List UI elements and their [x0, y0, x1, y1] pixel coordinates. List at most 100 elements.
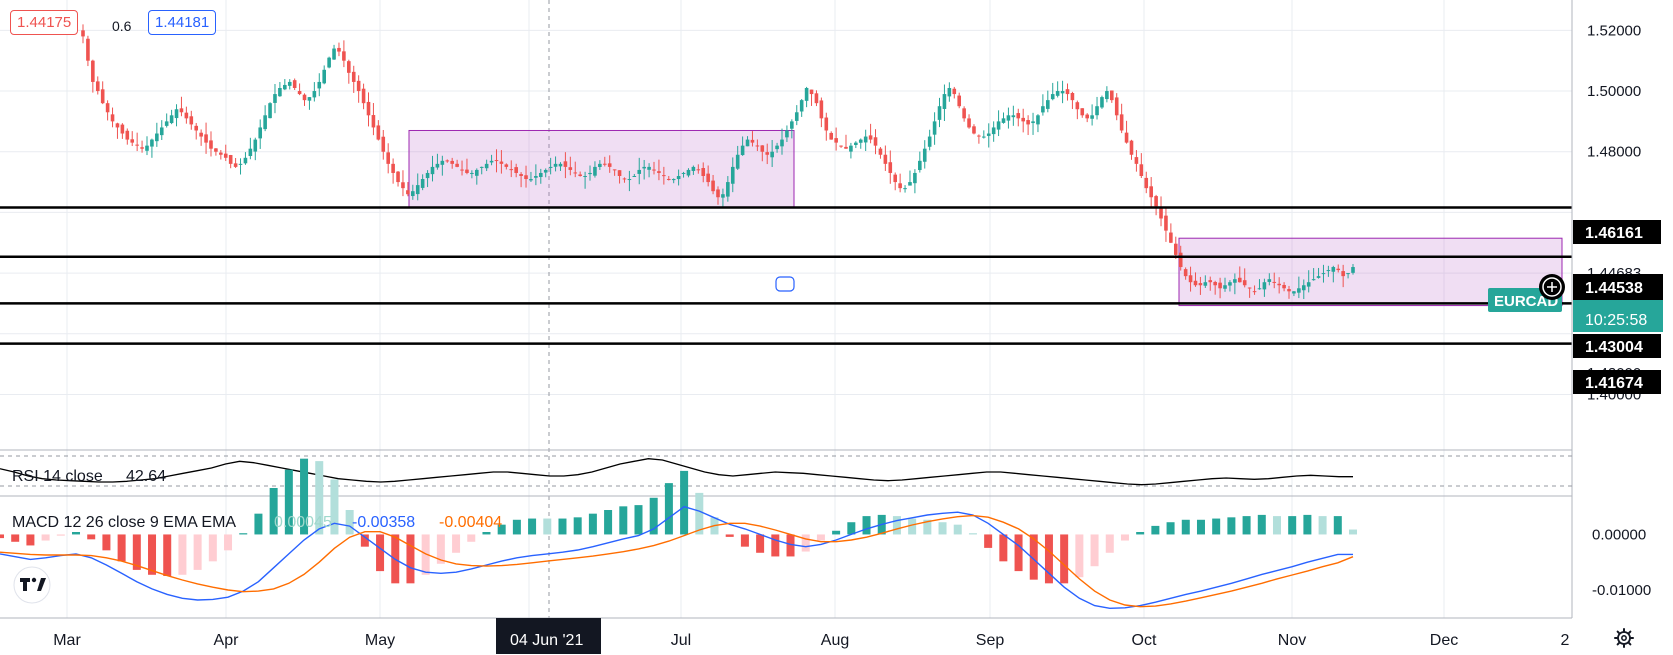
candle-body	[169, 115, 174, 124]
candle-body	[932, 121, 937, 135]
candle-body	[627, 179, 632, 181]
candle-body	[1134, 157, 1139, 164]
candle-body	[1262, 282, 1267, 290]
settings-gear-icon[interactable]	[1614, 628, 1634, 648]
candle-body	[268, 103, 272, 119]
candle-body	[780, 139, 784, 147]
candle-body	[962, 108, 966, 119]
macd-label: MACD 12 26 close 9 EMA EMA	[12, 514, 236, 531]
tradingview-logo[interactable]	[13, 566, 51, 604]
candle-body	[1183, 269, 1188, 277]
candle-body	[337, 47, 341, 52]
candle-body	[253, 139, 258, 152]
range-rectangle-may-jul[interactable]	[408, 129, 795, 208]
candle-body	[583, 176, 587, 177]
macd-histogram-bar	[892, 516, 901, 535]
candle-body	[278, 88, 282, 97]
candle-body	[455, 163, 459, 167]
macd-histogram-bar	[1044, 534, 1053, 584]
candle-body	[775, 145, 779, 150]
macd-histogram-bar	[436, 534, 445, 564]
candle-body	[1213, 281, 1217, 286]
candle-body	[760, 145, 765, 152]
candle-body	[440, 160, 445, 165]
macd-histogram-value: 0.00045	[274, 514, 332, 531]
candle-body	[381, 136, 386, 152]
macd-tick-label: 0.00000	[1592, 526, 1646, 543]
candle-body	[1144, 177, 1149, 189]
candle-body	[1292, 291, 1296, 294]
candle-body	[1321, 273, 1326, 275]
macd-histogram-bar	[1151, 525, 1160, 535]
candle-body	[1223, 285, 1227, 289]
candle-body	[750, 139, 755, 143]
candle-body	[312, 91, 317, 98]
candle-body	[982, 136, 986, 138]
horizontal-levels[interactable]	[0, 206, 1572, 345]
candle-body	[888, 162, 893, 173]
macd-histogram-bar	[102, 534, 111, 551]
candle-body	[243, 157, 248, 164]
candle-body	[1139, 164, 1144, 176]
candle-body	[898, 183, 902, 189]
bid-price-box[interactable]: 1.44175	[10, 10, 79, 35]
macd-histogram-bar	[1196, 519, 1205, 535]
svg-text:1.46161: 1.46161	[1585, 225, 1643, 242]
candle-body	[1341, 271, 1345, 277]
svg-text:EURCAD: EURCAD	[1494, 293, 1558, 310]
macd-histogram-bar	[816, 534, 825, 541]
candle-body	[81, 30, 85, 37]
macd-histogram-bar	[1105, 534, 1114, 553]
macd-histogram-bar	[512, 519, 521, 535]
candle-body	[504, 164, 509, 167]
macd-histogram-bar	[300, 458, 309, 535]
rsi-value: 42.64	[126, 468, 166, 485]
macd-histogram-bar	[847, 522, 856, 535]
candle-body	[1287, 289, 1291, 292]
macd-histogram-bar	[87, 534, 96, 540]
candle-body	[302, 94, 307, 101]
candle-body	[691, 166, 696, 171]
candle-body	[430, 166, 435, 175]
candle-body	[1080, 108, 1085, 116]
candle-body	[1129, 140, 1134, 155]
candle-body	[86, 38, 90, 61]
macd-tick-label: -0.01000	[1592, 582, 1651, 599]
candle-body	[1031, 121, 1035, 124]
price-tick-label: 1.50000	[1587, 83, 1641, 100]
candlestick-series	[81, 24, 1355, 300]
candle-body	[499, 161, 504, 164]
candle-body	[248, 148, 253, 157]
macd-histogram	[0, 458, 1357, 584]
line-handle[interactable]	[775, 276, 795, 292]
macd-histogram-bar	[543, 518, 552, 535]
candle-body	[858, 139, 863, 143]
candle-body	[1247, 287, 1252, 289]
time-axis[interactable]: Mar Apr May Jul Aug Sep Oct Nov Dec 2	[53, 632, 1569, 649]
candle-body	[199, 132, 203, 137]
macd-histogram-bar	[345, 510, 354, 535]
candle-body	[204, 134, 208, 143]
candle-body	[155, 133, 159, 142]
macd-histogram-bar	[680, 470, 689, 535]
candle-body	[347, 61, 351, 73]
add-alert-plus-icon[interactable]	[1539, 274, 1565, 300]
candle-body	[622, 178, 627, 180]
macd-histogram-bar	[72, 532, 81, 535]
candle-body	[617, 170, 622, 176]
rsi-label: RSI 14 close	[12, 468, 103, 485]
macd-histogram-bar	[452, 534, 461, 553]
macd-histogram-bar	[528, 518, 537, 535]
candle-body	[977, 135, 981, 137]
time-label: Dec	[1430, 632, 1458, 649]
candle-body	[745, 139, 750, 147]
macd-histogram-bar	[1166, 522, 1175, 535]
candle-body	[1021, 117, 1025, 122]
time-label: Apr	[214, 632, 240, 649]
ask-price-box[interactable]: 1.44181	[148, 10, 217, 35]
candle-body	[632, 176, 637, 177]
macd-histogram-bar	[1014, 534, 1023, 572]
candle-body	[1188, 275, 1193, 283]
macd-histogram-bar	[1029, 534, 1038, 580]
